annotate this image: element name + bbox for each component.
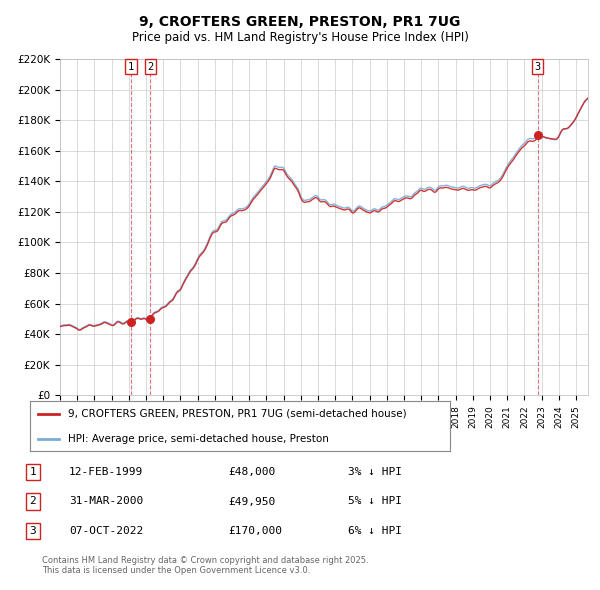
Bar: [535, 59, 539, 395]
Text: 9, CROFTERS GREEN, PRESTON, PR1 7UG (semi-detached house): 9, CROFTERS GREEN, PRESTON, PR1 7UG (sem…: [68, 409, 406, 419]
Text: 9, CROFTERS GREEN, PRESTON, PR1 7UG: 9, CROFTERS GREEN, PRESTON, PR1 7UG: [139, 15, 461, 29]
Text: 3: 3: [29, 526, 37, 536]
Text: 12-FEB-1999: 12-FEB-1999: [69, 467, 143, 477]
Text: £48,000: £48,000: [228, 467, 275, 477]
Text: 3: 3: [535, 61, 541, 71]
Text: £170,000: £170,000: [228, 526, 282, 536]
Text: Contains HM Land Registry data © Crown copyright and database right 2025.
This d: Contains HM Land Registry data © Crown c…: [42, 556, 368, 575]
Text: 2: 2: [147, 61, 154, 71]
Text: 1: 1: [29, 467, 37, 477]
Text: 1: 1: [128, 61, 134, 71]
Text: £49,950: £49,950: [228, 497, 275, 506]
Text: 6% ↓ HPI: 6% ↓ HPI: [348, 526, 402, 536]
Text: 3% ↓ HPI: 3% ↓ HPI: [348, 467, 402, 477]
Text: 31-MAR-2000: 31-MAR-2000: [69, 497, 143, 506]
Bar: [148, 59, 152, 395]
Text: 07-OCT-2022: 07-OCT-2022: [69, 526, 143, 536]
Point: [145, 314, 155, 324]
Bar: [129, 59, 133, 395]
Point: [533, 131, 542, 140]
Point: [126, 317, 136, 327]
Text: HPI: Average price, semi-detached house, Preston: HPI: Average price, semi-detached house,…: [68, 434, 329, 444]
Text: 2: 2: [29, 497, 37, 506]
Text: Price paid vs. HM Land Registry's House Price Index (HPI): Price paid vs. HM Land Registry's House …: [131, 31, 469, 44]
Text: 5% ↓ HPI: 5% ↓ HPI: [348, 497, 402, 506]
